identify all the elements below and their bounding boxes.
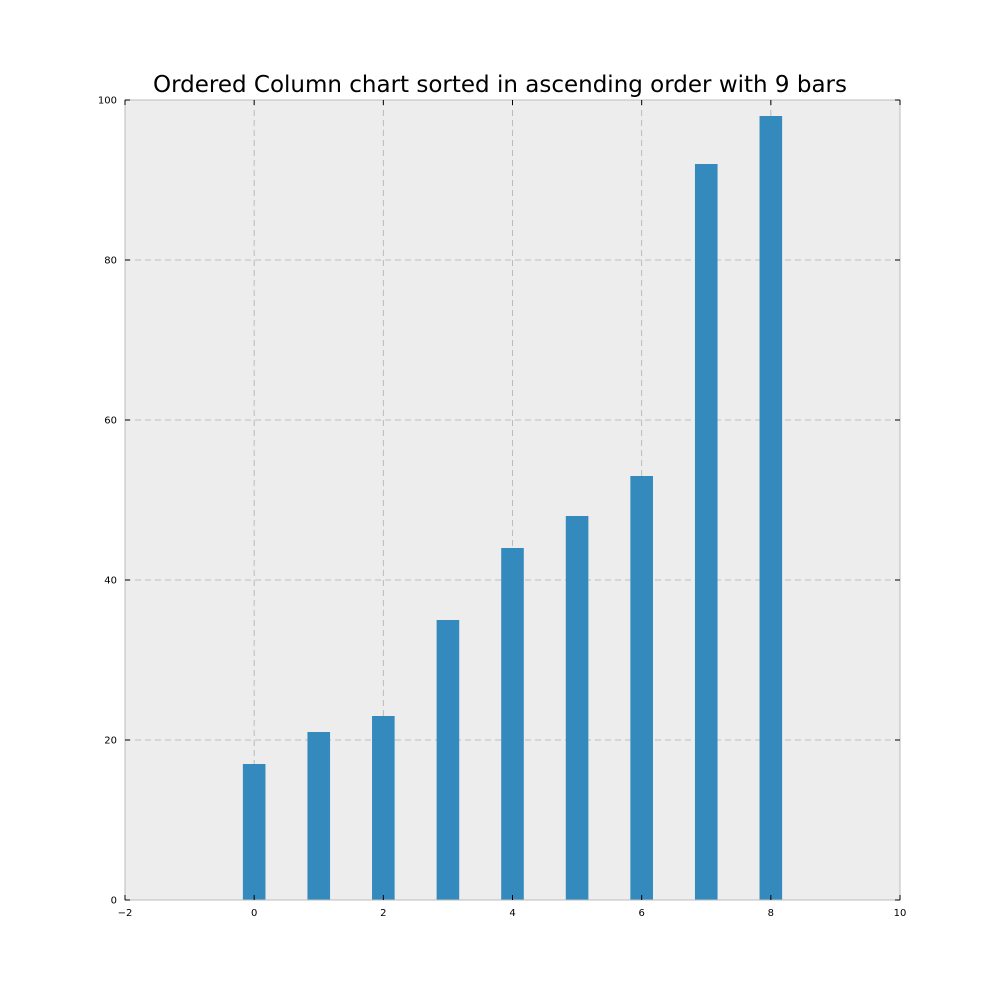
chart-title: Ordered Column chart sorted in ascending… xyxy=(152,72,848,98)
y-tick-label: 20 xyxy=(104,736,117,747)
bar-4 xyxy=(501,548,524,900)
y-tick-label: 0 xyxy=(111,896,117,907)
bars xyxy=(242,116,783,900)
x-tick-label: 2 xyxy=(380,908,386,919)
bar-8 xyxy=(759,116,783,900)
y-tick-label: 60 xyxy=(104,416,117,427)
y-tick-label: 40 xyxy=(104,576,117,587)
bar-6 xyxy=(630,476,653,900)
bar-3 xyxy=(436,620,460,900)
x-tick-label: 4 xyxy=(509,908,515,919)
y-tick-label: 100 xyxy=(98,96,117,107)
x-tick-label: 6 xyxy=(638,908,644,919)
bar-0 xyxy=(242,764,266,900)
x-tick-label: 0 xyxy=(251,908,257,919)
bar-7 xyxy=(694,164,718,900)
y-tick-label: 80 xyxy=(104,256,117,267)
x-tick-label: 10 xyxy=(894,908,907,919)
x-tick-label: −2 xyxy=(118,908,133,919)
bar-5 xyxy=(565,516,589,900)
x-tick-label: 8 xyxy=(768,908,774,919)
bar-1 xyxy=(307,732,331,900)
bar-2 xyxy=(372,716,395,900)
